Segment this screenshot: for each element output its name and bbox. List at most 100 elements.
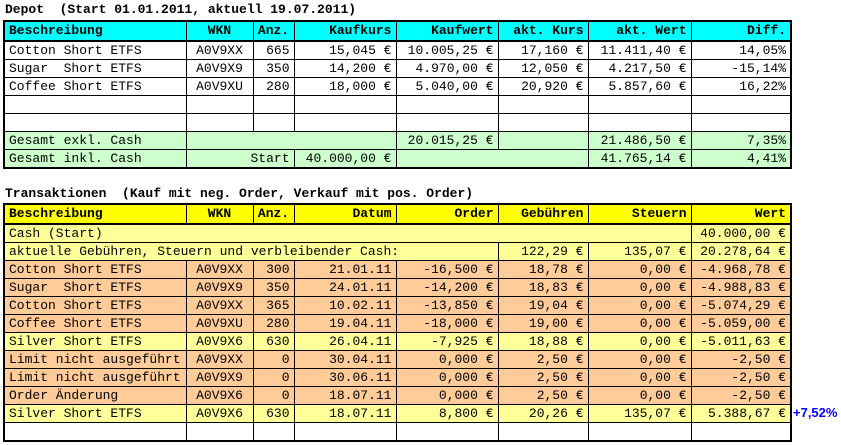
kaufwert-cell: 10.005,25 € <box>395 40 499 60</box>
depot-row: Coffee Short ETFS A0V9XU 280 18,000 € 5.… <box>3 77 792 96</box>
empty-cell <box>185 131 397 150</box>
order-cell: 0,000 € <box>395 350 499 369</box>
transactions-table: Beschreibung WKN Anz. Datum Order Gebühr… <box>3 203 792 442</box>
wkn-cell: A0V9XU <box>185 77 254 96</box>
total-label-cell: Gesamt exkl. Cash <box>3 131 187 150</box>
wkn-cell: A0V9XX <box>185 40 254 60</box>
beschreibung-cell: Sugar Short ETFS <box>3 59 187 78</box>
beschreibung-cell: Limit nicht ausgeführt <box>3 368 187 387</box>
depot-title: Depot (Start 01.01.2011, aktuell 19.07.2… <box>5 2 357 17</box>
steuern-cell: 0,00 € <box>587 350 692 369</box>
gebuehren-cell: 2,50 € <box>497 350 589 369</box>
depot-header-akt-wert: akt. Wert <box>587 20 692 42</box>
akt-kurs-cell: 20,920 € <box>497 77 589 96</box>
wkn-cell: A0V9XX <box>185 350 254 369</box>
empty-cell <box>252 113 295 132</box>
transactions-header-datum: Datum <box>293 203 397 225</box>
akt-kurs-cell: 12,050 € <box>497 59 589 78</box>
wert-cell: -4.988,83 € <box>690 278 792 297</box>
depot-header-beschreibung: Beschreibung <box>3 20 187 42</box>
diff-cell: -15,14% <box>690 59 792 78</box>
anz-cell: 280 <box>252 77 295 96</box>
wkn-cell: A0V9X9 <box>185 59 254 78</box>
anz-cell: 630 <box>252 404 295 423</box>
diff-cell: 16,22% <box>690 77 792 96</box>
transaction-row: Silver Short ETFS A0V9X6 630 26.04.11 -7… <box>3 332 792 351</box>
datum-cell: 18.07.11 <box>293 404 397 423</box>
gebuehren-cell: 18,83 € <box>497 278 589 297</box>
gebuehren-cell: 18,88 € <box>497 332 589 351</box>
empty-cell <box>252 422 295 442</box>
beschreibung-cell: Sugar Short ETFS <box>3 278 187 297</box>
beschreibung-cell: Coffee Short ETFS <box>3 314 187 333</box>
depot-total-excl-row: Gesamt exkl. Cash 20.015,25 € 21.486,50 … <box>3 131 792 150</box>
transaction-row: Silver Short ETFS A0V9X6 630 18.07.11 8,… <box>3 404 792 423</box>
wert-cell: 40.000,00 € <box>690 223 792 243</box>
order-cell: 8,800 € <box>395 404 499 423</box>
steuern-cell: 0,00 € <box>587 260 692 279</box>
steuern-cell: 135,07 € <box>587 404 692 423</box>
diff-cell: 7,35% <box>690 131 792 150</box>
wert-cell: -5.074,29 € <box>690 296 792 315</box>
transaction-row: Limit nicht ausgeführt A0V9X9 0 30.06.11… <box>3 368 792 387</box>
wkn-cell: A0V9X6 <box>185 332 254 351</box>
anz-cell: 365 <box>252 296 295 315</box>
transactions-header-anz: Anz. <box>252 203 295 225</box>
datum-cell: 24.01.11 <box>293 278 397 297</box>
order-cell: -13,850 € <box>395 296 499 315</box>
wkn-cell: A0V9XU <box>185 314 254 333</box>
depot-header-row: Beschreibung WKN Anz. Kaufkurs Kaufwert … <box>3 20 792 42</box>
empty-cell <box>497 131 589 150</box>
kaufwert-cell: 5.040,00 € <box>395 77 499 96</box>
gebuehren-cell: 19,04 € <box>497 296 589 315</box>
depot-row: Cotton Short ETFS A0V9XX 665 15,045 € 10… <box>3 40 792 60</box>
wert-cell: -2,50 € <box>690 386 792 405</box>
beschreibung-cell: Cotton Short ETFS <box>3 40 187 60</box>
gebuehren-cell: 122,29 € <box>497 242 589 261</box>
depot-header-wkn: WKN <box>185 20 254 42</box>
cash-start-row: Cash (Start) 40.000,00 € <box>3 223 792 243</box>
beschreibung-cell: Order Änderung <box>3 386 187 405</box>
start-label-cell: Start <box>185 149 295 169</box>
empty-cell <box>395 95 499 114</box>
kaufkurs-cell: 14,200 € <box>293 59 397 78</box>
empty-cell <box>185 95 254 114</box>
gebuehren-cell: 20,26 € <box>497 404 589 423</box>
depot-row: Sugar Short ETFS A0V9X9 350 14,200 € 4.9… <box>3 59 792 78</box>
start-value-cell: 40.000,00 € <box>293 149 397 169</box>
transactions-empty-row <box>3 422 792 442</box>
steuern-cell: 0,00 € <box>587 332 692 351</box>
beschreibung-cell: Silver Short ETFS <box>3 332 187 351</box>
anz-cell: 0 <box>252 350 295 369</box>
empty-cell <box>3 113 187 132</box>
empty-cell <box>395 149 589 169</box>
beschreibung-cell: Coffee Short ETFS <box>3 77 187 96</box>
beschreibung-cell: Cotton Short ETFS <box>3 296 187 315</box>
gebuehren-cell: 2,50 € <box>497 368 589 387</box>
wert-cell: -2,50 € <box>690 368 792 387</box>
kaufwert-cell: 4.970,00 € <box>395 59 499 78</box>
beschreibung-cell: Cotton Short ETFS <box>3 260 187 279</box>
wkn-cell: A0V9XX <box>185 296 254 315</box>
anz-cell: 665 <box>252 40 295 60</box>
empty-cell <box>3 422 187 442</box>
steuern-cell: 135,07 € <box>587 242 692 261</box>
anz-cell: 0 <box>252 386 295 405</box>
wert-cell: -2,50 € <box>690 350 792 369</box>
wkn-cell: A0V9XX <box>185 260 254 279</box>
wkn-cell: A0V9X9 <box>185 278 254 297</box>
empty-cell <box>293 95 397 114</box>
kaufkurs-cell: 18,000 € <box>293 77 397 96</box>
order-cell: 0,000 € <box>395 368 499 387</box>
datum-cell: 10.02.11 <box>293 296 397 315</box>
empty-cell <box>690 95 792 114</box>
anz-cell: 350 <box>252 59 295 78</box>
steuern-cell: 0,00 € <box>587 296 692 315</box>
depot-header-akt-kurs: akt. Kurs <box>497 20 589 42</box>
transactions-header-order: Order <box>395 203 499 225</box>
steuern-cell: 0,00 € <box>587 278 692 297</box>
summary-row: aktuelle Gebühren, Steuern und verbleibe… <box>3 242 792 261</box>
order-cell: -14,200 € <box>395 278 499 297</box>
depot-header-kaufwert: Kaufwert <box>395 20 499 42</box>
transactions-header-wert: Wert <box>690 203 792 225</box>
